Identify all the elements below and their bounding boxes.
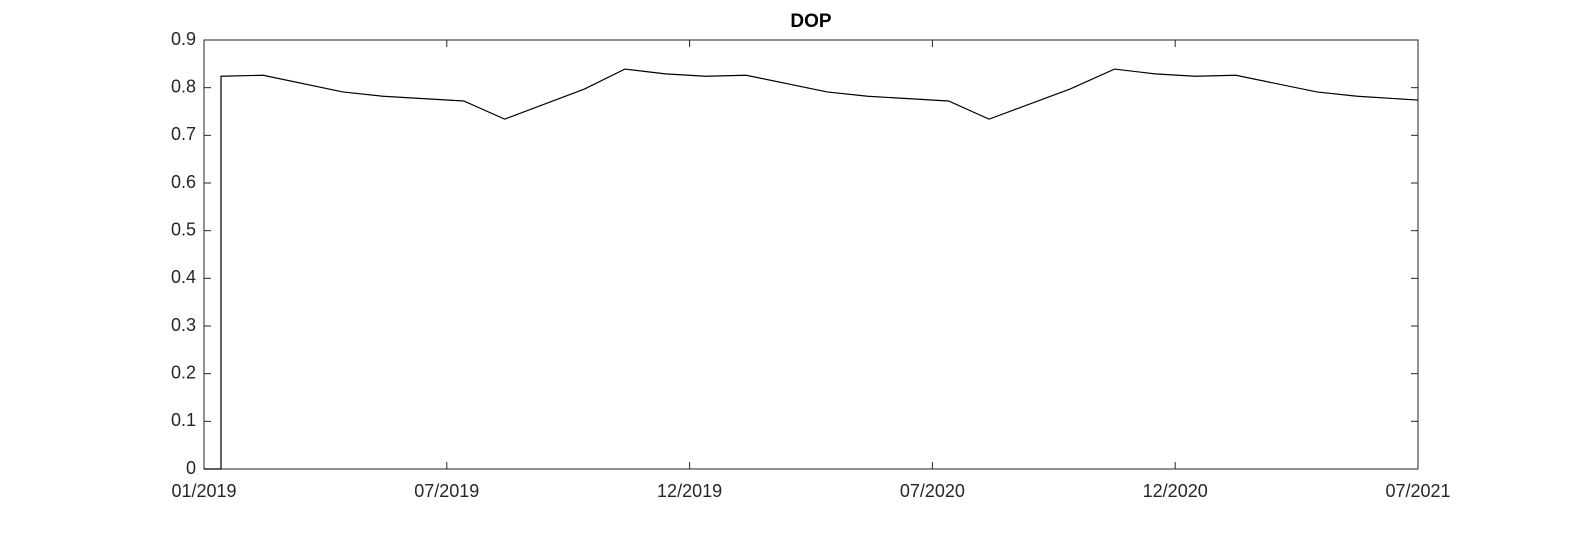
y-tick-label: 0.3 — [171, 315, 196, 335]
x-tick-label: 01/2019 — [171, 481, 236, 501]
x-tick-label: 07/2021 — [1385, 481, 1450, 501]
x-tick-label: 12/2019 — [657, 481, 722, 501]
y-tick-label: 0.4 — [171, 267, 196, 287]
y-tick-label: 0.5 — [171, 219, 196, 239]
y-tick-label: 0 — [186, 458, 196, 478]
y-tick-label: 0.8 — [171, 76, 196, 96]
x-tick-label: 12/2020 — [1143, 481, 1208, 501]
data-line — [204, 68, 1419, 470]
y-tick-label: 0.2 — [171, 362, 196, 382]
y-tick-label: 0.9 — [171, 29, 196, 49]
y-tick-label: 0.1 — [171, 410, 196, 430]
x-tick-label: 07/2020 — [900, 481, 965, 501]
chart-title: DOP — [790, 11, 832, 32]
y-tick-label: 0.6 — [171, 172, 196, 192]
y-tick-label: 0.7 — [171, 124, 196, 144]
x-tick-label: 07/2019 — [414, 481, 479, 501]
axes-box — [203, 39, 1419, 470]
